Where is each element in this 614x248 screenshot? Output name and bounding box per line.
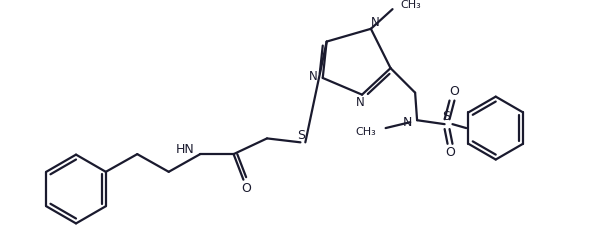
Text: N: N [403, 116, 412, 129]
Text: N: N [356, 96, 365, 109]
Text: O: O [446, 146, 456, 159]
Text: CH₃: CH₃ [355, 127, 376, 137]
Text: O: O [241, 182, 251, 195]
Text: HN: HN [176, 143, 194, 156]
Text: O: O [449, 85, 459, 98]
Text: S: S [297, 129, 305, 142]
Text: N: N [370, 16, 379, 30]
Text: N: N [308, 70, 317, 84]
Text: CH₃: CH₃ [400, 0, 421, 10]
Text: S: S [443, 110, 451, 123]
